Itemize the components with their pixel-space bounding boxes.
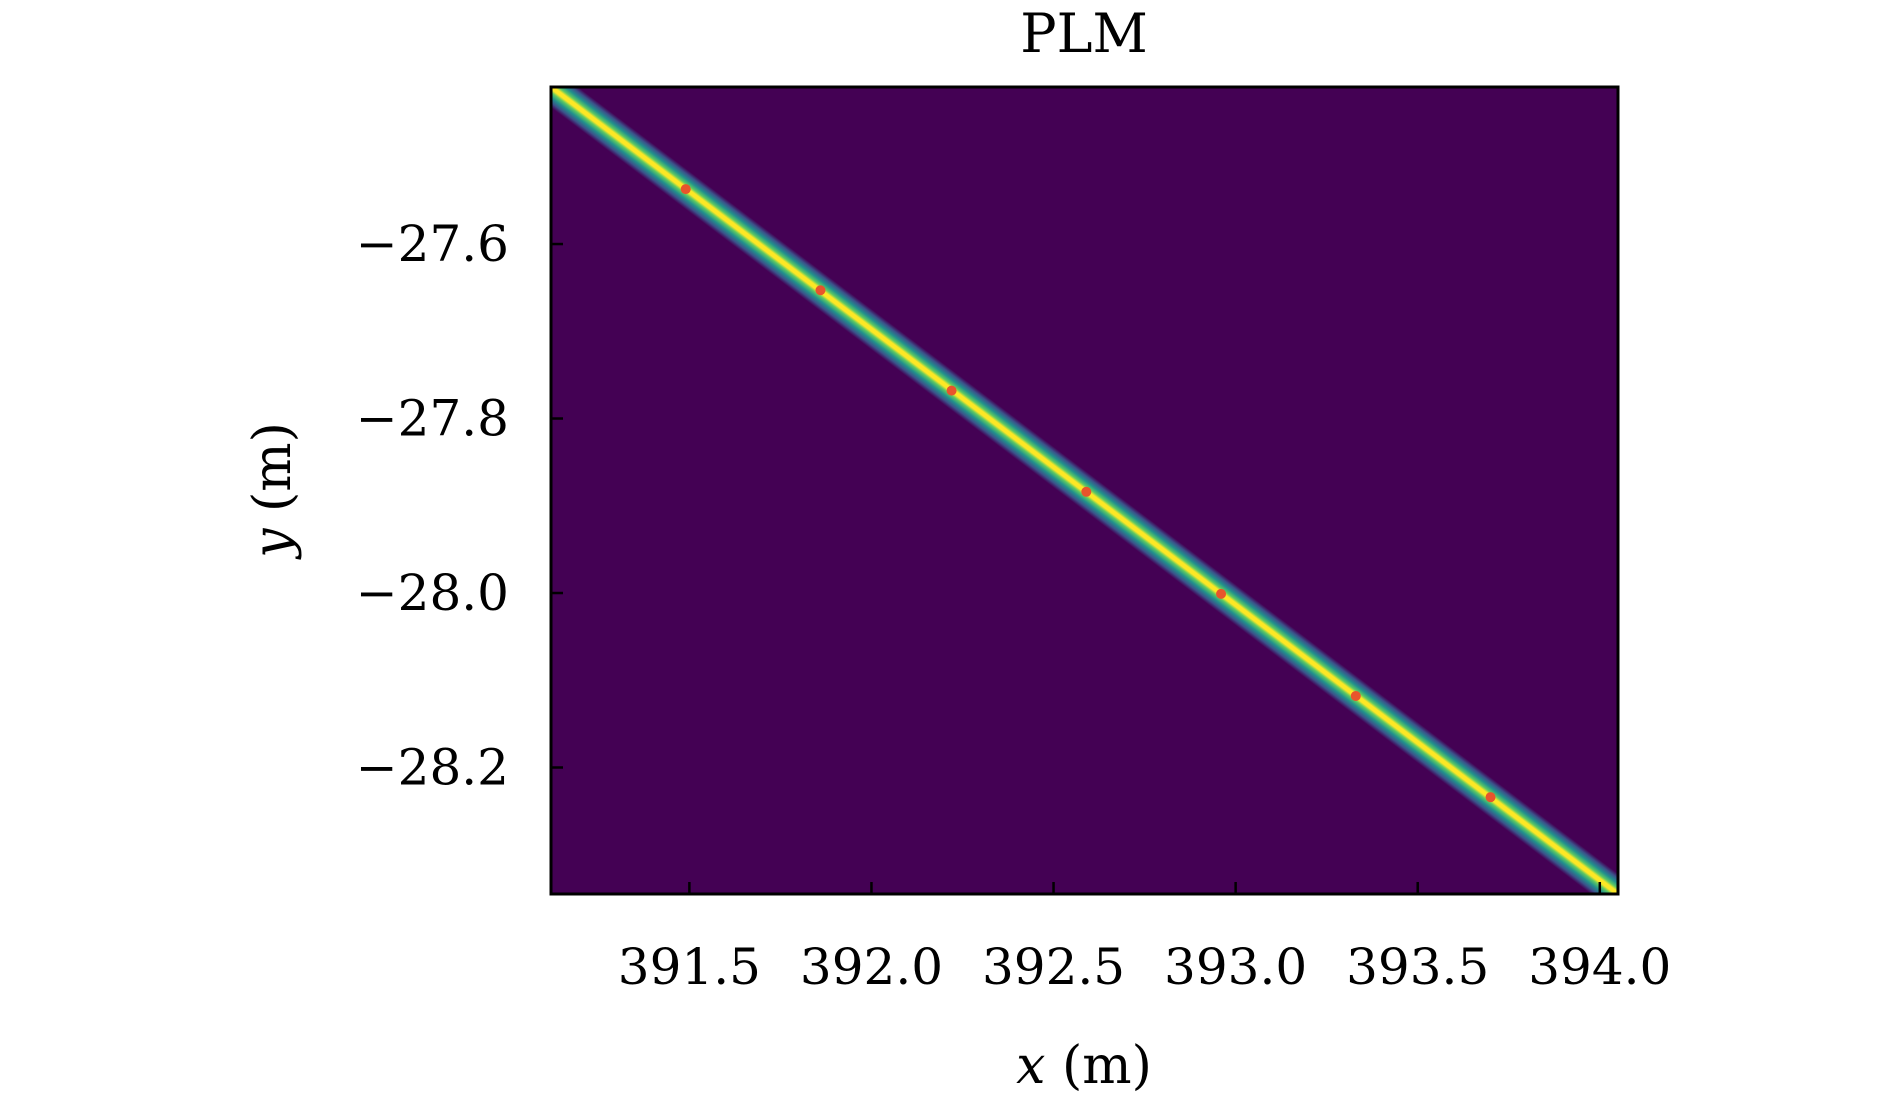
data-point bbox=[815, 285, 826, 296]
x-tick-label: 392.5 bbox=[982, 938, 1125, 996]
y-axis-variable: y bbox=[243, 528, 303, 560]
y-axis-ticks: −27.6 −27.8 −28.0 −28.2 bbox=[356, 215, 563, 796]
data-point bbox=[946, 385, 957, 396]
plot-frame bbox=[549, 85, 1620, 896]
y-axis-unit: (m) bbox=[243, 422, 303, 528]
x-tick-label: 394.0 bbox=[1528, 938, 1671, 996]
x-tick-label: 392.0 bbox=[800, 938, 943, 996]
x-axis-label: x (m) bbox=[1016, 1036, 1152, 1096]
y-axis-label: y (m) bbox=[243, 422, 303, 560]
y-tick-label: −27.6 bbox=[356, 215, 509, 273]
y-tick-label: −27.8 bbox=[356, 390, 509, 448]
x-tick-label: 393.5 bbox=[1346, 938, 1489, 996]
x-axis-variable: x bbox=[1016, 1036, 1045, 1096]
data-point bbox=[1485, 792, 1496, 803]
data-point bbox=[680, 184, 691, 195]
x-axis-unit: (m) bbox=[1045, 1036, 1151, 1096]
data-point bbox=[1216, 588, 1227, 599]
y-tick-label: −28.2 bbox=[356, 738, 509, 796]
x-tick-label: 393.0 bbox=[1164, 938, 1307, 996]
data-point bbox=[1081, 486, 1092, 497]
data-points bbox=[680, 184, 1496, 803]
plot-area bbox=[549, 85, 1620, 896]
data-point bbox=[1350, 690, 1361, 701]
x-tick-label: 391.5 bbox=[618, 938, 761, 996]
y-tick-label: −28.0 bbox=[356, 564, 509, 622]
chart-title: PLM bbox=[1020, 2, 1148, 65]
x-axis-ticks: 391.5 392.0 392.5 393.0 393.5 394.0 bbox=[618, 882, 1671, 996]
